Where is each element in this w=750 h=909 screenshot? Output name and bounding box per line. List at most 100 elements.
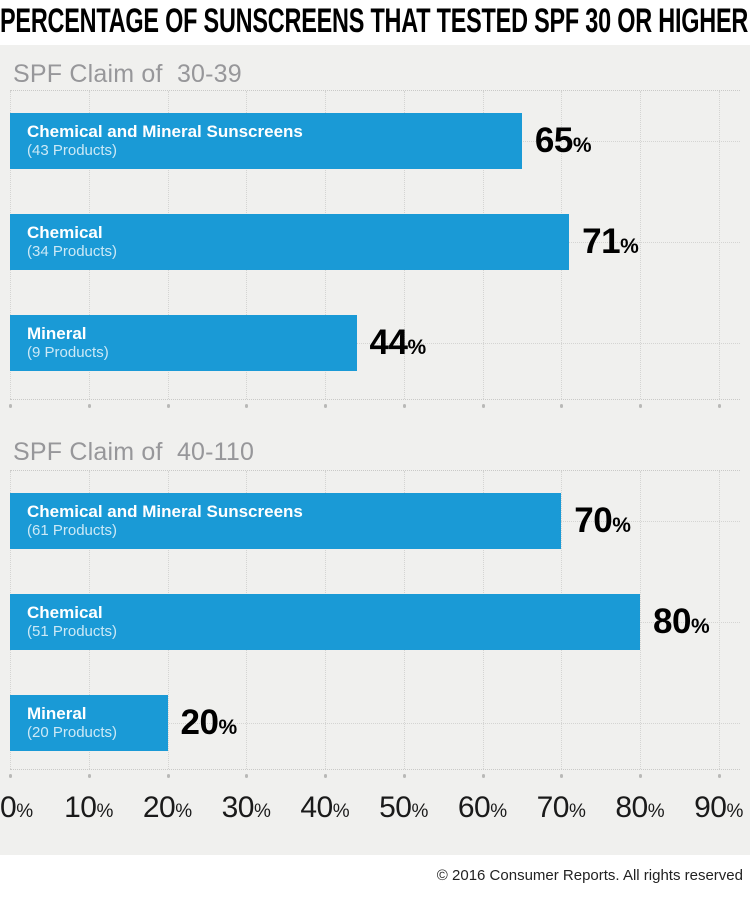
bar: Chemical and Mineral Sunscreens (43 Produ… bbox=[10, 113, 522, 169]
x-axis-tick-label: 70% bbox=[537, 791, 586, 825]
x-axis: 0% 10% 20% 30% 40% 50% 60% 70% 80% 90% bbox=[0, 784, 743, 825]
group-header: SPF Claim of 40-110 bbox=[13, 438, 255, 466]
chart-title: PERCENTAGE OF SUNSCREENS THAT TESTED SPF… bbox=[0, 2, 749, 40]
tick-number: 70 bbox=[536, 791, 570, 824]
x-axis-tick-label: 60% bbox=[458, 791, 507, 825]
tick-number: 20 bbox=[142, 791, 176, 824]
bar-products-label: (9 Products) bbox=[27, 344, 109, 361]
bar: Mineral (20 Products) bbox=[10, 695, 168, 751]
bar-leader-line bbox=[10, 343, 740, 344]
tick-dot bbox=[639, 774, 642, 778]
value-number: 20 bbox=[180, 703, 219, 742]
tick-dot bbox=[324, 404, 327, 408]
bar-products-label: (34 Products) bbox=[27, 243, 118, 260]
value-number: 44 bbox=[369, 323, 408, 362]
tick-dot bbox=[560, 404, 564, 408]
tick-dot bbox=[245, 774, 249, 778]
percent-sign: % bbox=[16, 801, 34, 822]
tick-dot bbox=[402, 774, 406, 778]
bar-value-label: 71% bbox=[582, 222, 639, 262]
percent-sign: % bbox=[218, 716, 238, 739]
value-number: 80 bbox=[653, 602, 691, 641]
chart-title-bar: PERCENTAGE OF SUNSCREENS THAT TESTED SPF… bbox=[0, 0, 750, 45]
value-number: 71 bbox=[582, 222, 621, 261]
x-axis-tick-label: 20% bbox=[143, 791, 192, 825]
percent-sign: % bbox=[726, 801, 744, 822]
tick-dots-row bbox=[9, 402, 740, 410]
group-header: SPF Claim of 30-39 bbox=[13, 60, 242, 88]
tick-dots-row bbox=[9, 772, 740, 780]
bar-row: Chemical (51 Products) 80% bbox=[10, 594, 710, 650]
bar-value-label: 80% bbox=[653, 602, 710, 642]
bar-row: Mineral (20 Products) 20% bbox=[10, 695, 237, 751]
tick-dot bbox=[245, 404, 249, 408]
gridline bbox=[640, 91, 641, 399]
tick-dot bbox=[87, 774, 91, 778]
plot-area: Chemical and Mineral Sunscreens (61 Produ… bbox=[10, 470, 740, 770]
percent-sign: % bbox=[175, 801, 193, 822]
percent-sign: % bbox=[572, 134, 592, 157]
tick-dot bbox=[639, 404, 642, 408]
tick-dot bbox=[9, 404, 12, 408]
bar-category-label: Chemical bbox=[27, 603, 103, 622]
tick-dot bbox=[481, 774, 485, 778]
copyright-text: © 2016 Consumer Reports. All rights rese… bbox=[0, 855, 750, 909]
bar-category-label: Chemical bbox=[27, 223, 103, 242]
percent-sign: % bbox=[407, 336, 427, 359]
bar-category-label: Chemical and Mineral Sunscreens bbox=[27, 502, 303, 521]
percent-sign: % bbox=[490, 801, 508, 822]
percent-sign: % bbox=[690, 615, 710, 638]
tick-dot bbox=[324, 774, 327, 778]
bar: Chemical and Mineral Sunscreens (61 Produ… bbox=[10, 493, 562, 549]
bar: Mineral (9 Products) bbox=[10, 315, 357, 371]
tick-dot bbox=[166, 774, 170, 778]
bar-products-label: (61 Products) bbox=[27, 522, 118, 539]
x-axis-tick-label: 90% bbox=[694, 791, 743, 825]
percent-sign: % bbox=[568, 801, 586, 822]
tick-dot bbox=[166, 404, 170, 408]
tick-dot bbox=[717, 404, 721, 408]
tick-number: 80 bbox=[615, 791, 648, 824]
bar: Chemical (34 Products) bbox=[10, 214, 570, 270]
tick-dot bbox=[560, 774, 564, 778]
plot-area: Chemical and Mineral Sunscreens (43 Produ… bbox=[10, 90, 740, 400]
percent-sign: % bbox=[253, 801, 271, 822]
x-axis-tick-label: 80% bbox=[615, 791, 664, 825]
bar-products-label: (51 Products) bbox=[27, 623, 118, 640]
bar-products-label: (20 Products) bbox=[27, 724, 118, 741]
tick-number: 30 bbox=[221, 791, 255, 824]
bar-value-label: 44% bbox=[370, 323, 427, 363]
bar-value-label: 70% bbox=[574, 501, 631, 541]
value-number: 65 bbox=[534, 121, 573, 160]
tick-number: 40 bbox=[300, 791, 333, 824]
bar-row: Chemical and Mineral Sunscreens (61 Produ… bbox=[10, 493, 631, 549]
percent-sign: % bbox=[332, 801, 350, 822]
bar-value-label: 65% bbox=[535, 121, 592, 161]
percent-sign: % bbox=[96, 801, 114, 822]
bar-leader-line bbox=[10, 723, 740, 724]
tick-number: 50 bbox=[379, 791, 412, 824]
bar-row: Chemical (34 Products) 71% bbox=[10, 214, 639, 270]
bar-row: Mineral (9 Products) 44% bbox=[10, 315, 426, 371]
tick-dot bbox=[481, 404, 485, 408]
x-axis-tick-label: 30% bbox=[222, 791, 271, 825]
percent-sign: % bbox=[647, 801, 665, 822]
tick-number: 0 bbox=[0, 791, 17, 824]
gridline bbox=[718, 471, 720, 769]
x-axis-tick-label: 0% bbox=[0, 791, 33, 825]
tick-dot bbox=[87, 404, 91, 408]
x-axis-tick-label: 50% bbox=[379, 791, 428, 825]
value-number: 70 bbox=[574, 501, 613, 540]
gridline bbox=[718, 91, 720, 399]
bar-category-label: Mineral bbox=[27, 704, 87, 723]
chart-panel: SPF Claim of 30-39 Chemical and Mineral S… bbox=[0, 45, 750, 855]
gridline bbox=[640, 471, 641, 769]
bar-category-label: Mineral bbox=[27, 324, 87, 343]
percent-sign: % bbox=[411, 801, 429, 822]
percent-sign: % bbox=[620, 235, 639, 258]
tick-number: 90 bbox=[694, 791, 727, 824]
bar-row: Chemical and Mineral Sunscreens (43 Produ… bbox=[10, 113, 592, 169]
tick-dot bbox=[402, 404, 406, 408]
bar-category-label: Chemical and Mineral Sunscreens bbox=[27, 122, 303, 141]
bar: Chemical (51 Products) bbox=[10, 594, 640, 650]
